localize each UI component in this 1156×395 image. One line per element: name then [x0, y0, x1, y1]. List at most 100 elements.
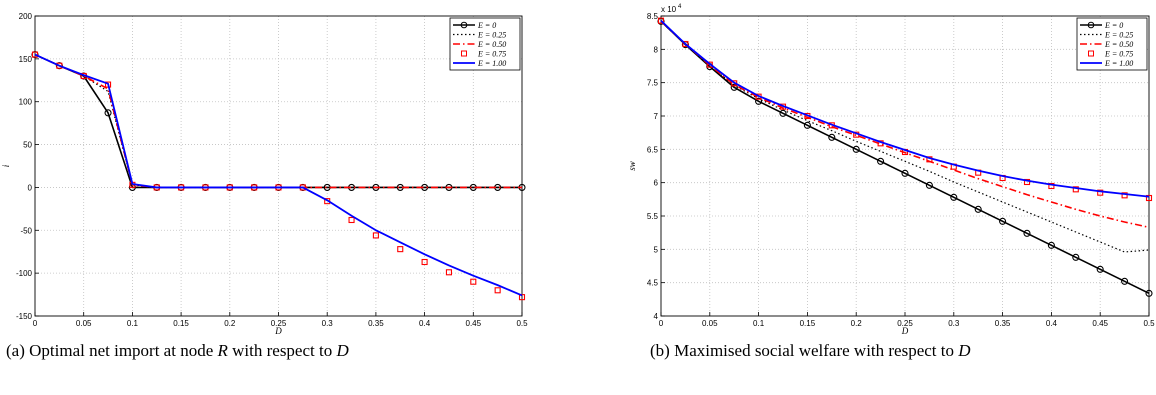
data-point	[104, 109, 112, 117]
legend-label: E = 1.00	[1104, 59, 1133, 68]
data-point	[470, 278, 477, 285]
x-axis-label: D	[901, 326, 909, 336]
x-tick-label: 0.5	[1143, 319, 1155, 328]
y-tick-label: 8.5	[647, 12, 659, 21]
y-tick-label: 5	[654, 245, 659, 254]
legend-label: E = 0.25	[1104, 31, 1133, 40]
data-point	[1047, 241, 1055, 249]
data-point	[682, 40, 689, 48]
legend-marker	[461, 50, 467, 57]
legend-item: E = 0.50	[453, 40, 506, 49]
legend-label: E = 0.75	[477, 50, 506, 59]
legend-label: E = 0.50	[477, 40, 506, 49]
legend-item: E = 0.25	[453, 31, 506, 40]
data-point	[1072, 253, 1080, 261]
x-tick-label: 0.05	[76, 319, 92, 328]
chart-net-import: 0 0.05 0.1 0.15 0.2 0.25 0.3 0.35 0.4 0.45 0.5 200 1…	[1, 12, 528, 336]
x-tick-label: 0.25	[271, 319, 287, 328]
legend-item: E = 1.00	[453, 59, 506, 68]
legend-item: E = 1.00	[1080, 59, 1133, 68]
y-tick-label: 8	[654, 45, 659, 54]
x-tick-label: 0.4	[419, 319, 431, 328]
legend-label: E = 0.75	[1104, 50, 1133, 59]
legend-label: E = 0	[477, 21, 496, 30]
x-tick-label: 0.15	[800, 319, 816, 328]
legend-label: E = 1.00	[477, 59, 506, 68]
data-point	[999, 217, 1007, 225]
legend-marker	[460, 21, 468, 29]
series-0	[657, 17, 1153, 297]
data-point	[445, 269, 453, 276]
y-tick-label: 7.5	[647, 79, 659, 88]
data-point	[494, 287, 501, 294]
y-tick-label: 7	[654, 112, 659, 121]
data-point	[925, 181, 933, 189]
caption-a-mid: with respect to	[227, 341, 337, 360]
x-tick-label: 0	[659, 319, 664, 328]
y-tick-label: -150	[16, 312, 33, 321]
data-point	[1023, 178, 1031, 186]
data-point	[828, 133, 836, 141]
data-point	[657, 17, 665, 24]
axes-frame	[660, 15, 1150, 317]
legend-item: E = 0.75	[461, 50, 506, 59]
series-2	[660, 20, 1150, 229]
panel-social-welfare: 0 0.05 0.1 0.15 0.2 0.25 0.3 0.35 0.4 0.45 0.5 8.5 8…	[578, 0, 1156, 395]
legend-label: E = 0.25	[477, 31, 506, 40]
data-point	[803, 121, 811, 129]
legend-item: E = 0	[1080, 21, 1123, 30]
data-point	[372, 232, 379, 239]
x-tick-label: 0.5	[516, 319, 528, 328]
x-tick-label: 0.3	[948, 319, 960, 328]
caption-social-welfare: (b) Maximised social welfare with respec…	[650, 341, 971, 361]
data-point	[1145, 289, 1153, 297]
data-point	[1097, 189, 1104, 196]
y-tick-label: 6	[654, 179, 659, 188]
legend-marker	[1088, 50, 1094, 57]
y-tick-label: 150	[19, 55, 33, 64]
series-line	[660, 20, 1150, 253]
legend: E = 0E = 0.25E = 0.50E = 0.75E = 1.00	[449, 17, 521, 71]
series-4	[660, 20, 1150, 198]
y-axis-label: i	[1, 164, 11, 167]
panel-net-import: 0 0.05 0.1 0.15 0.2 0.25 0.3 0.35 0.4 0.45 0.5 200 1…	[1, 12, 528, 360]
x-tick-label: 0.35	[995, 319, 1011, 328]
legend-item: E = 0	[453, 21, 496, 30]
series-1	[660, 20, 1150, 253]
x-tick-label: 0.4	[1046, 319, 1058, 328]
data-point	[901, 169, 909, 177]
data-point	[348, 216, 355, 224]
x-tick-label: 0.45	[466, 319, 482, 328]
x-tick-label: 0.45	[1092, 319, 1108, 328]
x-tick-label: 0.15	[173, 319, 189, 328]
x-tick-label: 0.2	[851, 319, 863, 328]
y-axis-label: sw	[627, 161, 637, 171]
data-point	[852, 145, 860, 153]
data-point	[421, 258, 428, 266]
y-multiplier-exp: 4	[678, 4, 682, 10]
x-tick-label: 0.35	[368, 319, 384, 328]
y-tick-label: 0	[28, 183, 33, 192]
y-tick-label: 200	[19, 12, 33, 21]
caption-a-var2: D	[336, 341, 349, 360]
data-point	[1048, 182, 1055, 190]
y-tick-label: -50	[20, 226, 32, 235]
data-point	[1145, 194, 1153, 202]
data-point	[877, 157, 885, 165]
series-4	[34, 53, 523, 297]
x-tick-label: 0	[33, 319, 38, 328]
caption-b-prefix: (b) Maximised social welfare with respec…	[650, 341, 959, 360]
data-point	[1121, 192, 1128, 199]
x-tick-label: 0.05	[702, 319, 718, 328]
data-point	[1096, 265, 1104, 273]
series-line	[660, 20, 1150, 295]
chart-social-welfare: 0 0.05 0.1 0.15 0.2 0.25 0.3 0.35 0.4 0.45 0.5 8.5 8…	[627, 4, 1155, 336]
series-line	[660, 20, 1150, 198]
series-line	[34, 53, 523, 297]
series-line	[660, 20, 1150, 229]
data-point	[1023, 229, 1031, 237]
y-tick-label: 6.5	[647, 145, 659, 154]
x-tick-label: 0.1	[127, 319, 139, 328]
data-point	[1072, 186, 1079, 193]
legend-item: E = 0.25	[1080, 31, 1133, 40]
